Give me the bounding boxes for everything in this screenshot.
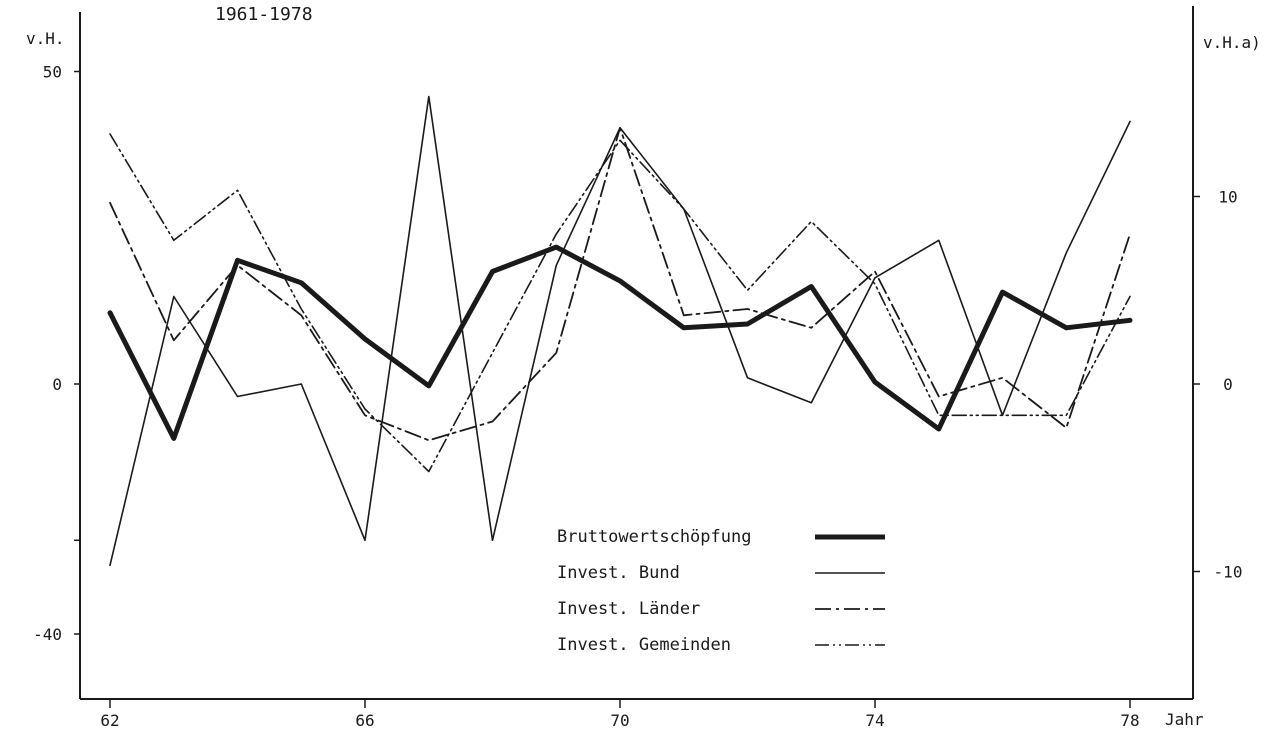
x-tick-label: 74 [865, 711, 884, 730]
x-tick-label: 62 [100, 711, 119, 730]
x-axis-label: Jahr [1165, 710, 1204, 729]
legend-label: Invest. Länder [557, 599, 700, 619]
legend-label: Invest. Bund [557, 563, 680, 583]
series-line-2 [109, 126, 1131, 442]
right-axis-label: v.H.a) [1203, 33, 1261, 52]
y-left-tick-label: -40 [33, 625, 62, 644]
series-line-0 [107, 244, 1133, 441]
series-line-1 [109, 95, 1131, 567]
y-left-tick-label: 0 [52, 375, 62, 394]
y-left-tick-label: 50 [43, 63, 62, 82]
legend-label: Invest. Gemeinden [557, 635, 731, 655]
series-line-3 [109, 133, 1131, 473]
x-tick-label: 78 [1120, 711, 1139, 730]
y-right-tick-label: 10 [1218, 188, 1237, 207]
legend-label: Bruttowertschöpfung [557, 527, 751, 547]
y-right-tick-label: -10 [1214, 563, 1243, 582]
x-tick-label: 66 [355, 711, 374, 730]
left-axis-label: v.H. [26, 29, 65, 48]
x-tick-label: 70 [610, 711, 629, 730]
y-right-tick-label: 0 [1223, 375, 1233, 394]
chart-title: 1961-1978 [215, 4, 313, 25]
